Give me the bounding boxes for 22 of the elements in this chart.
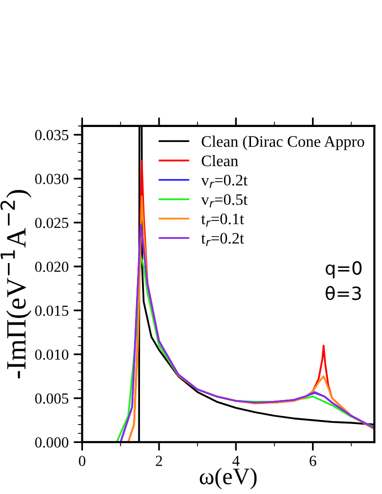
x-tick-label: 6 [310, 456, 316, 466]
legend-label: v$_{r}$=0.5t [201, 194, 248, 208]
y-axis-title: -ImΠ(eV$^{−1}$A$^{−2}$) [0, 190, 32, 378]
legend-label: Clean [202, 155, 238, 166]
y-tick-label: 0.030 [35, 174, 68, 184]
y-tick-label: 0.005 [35, 393, 68, 404]
legend-label: t$_{r}$=0.1t [201, 214, 244, 227]
y-tick-label: 0.035 [35, 130, 68, 140]
y-tick-label: 0.015 [35, 306, 68, 316]
x-axis-title: ω(eV) [200, 468, 257, 490]
legend-label: t$_{r}$=0.2t [201, 232, 244, 246]
annotation: θ=3 [326, 286, 361, 300]
y-tick-label: 0.010 [35, 349, 68, 360]
x-tick-label: 4 [232, 456, 240, 466]
annotation: q=0 [326, 261, 362, 278]
legend-label: Clean (Dirac Cone Appro [202, 136, 364, 150]
x-tick-label: 0 [78, 456, 86, 466]
legend-label: v$_{r}$=0.2t [201, 174, 248, 188]
y-tick-label: 0.025 [35, 218, 68, 228]
y-tick-label: 0.000 [35, 437, 68, 448]
x-tick-label: 2 [156, 456, 162, 466]
y-tick-label: 0.020 [35, 262, 68, 272]
